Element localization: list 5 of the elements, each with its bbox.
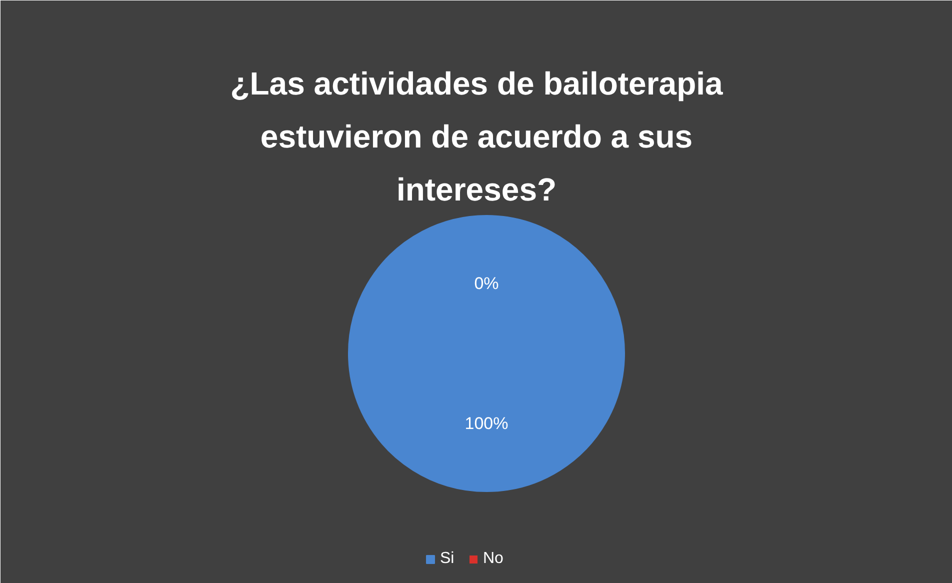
legend-label: Si (440, 550, 456, 568)
chart-title: ¿Las actividades de bailoterapia estuvieron de acuerdo a sus intereses? (230, 66, 724, 208)
text: 0% (474, 274, 499, 293)
legend-label: No (483, 550, 504, 568)
data-label: 100% (464, 414, 508, 433)
